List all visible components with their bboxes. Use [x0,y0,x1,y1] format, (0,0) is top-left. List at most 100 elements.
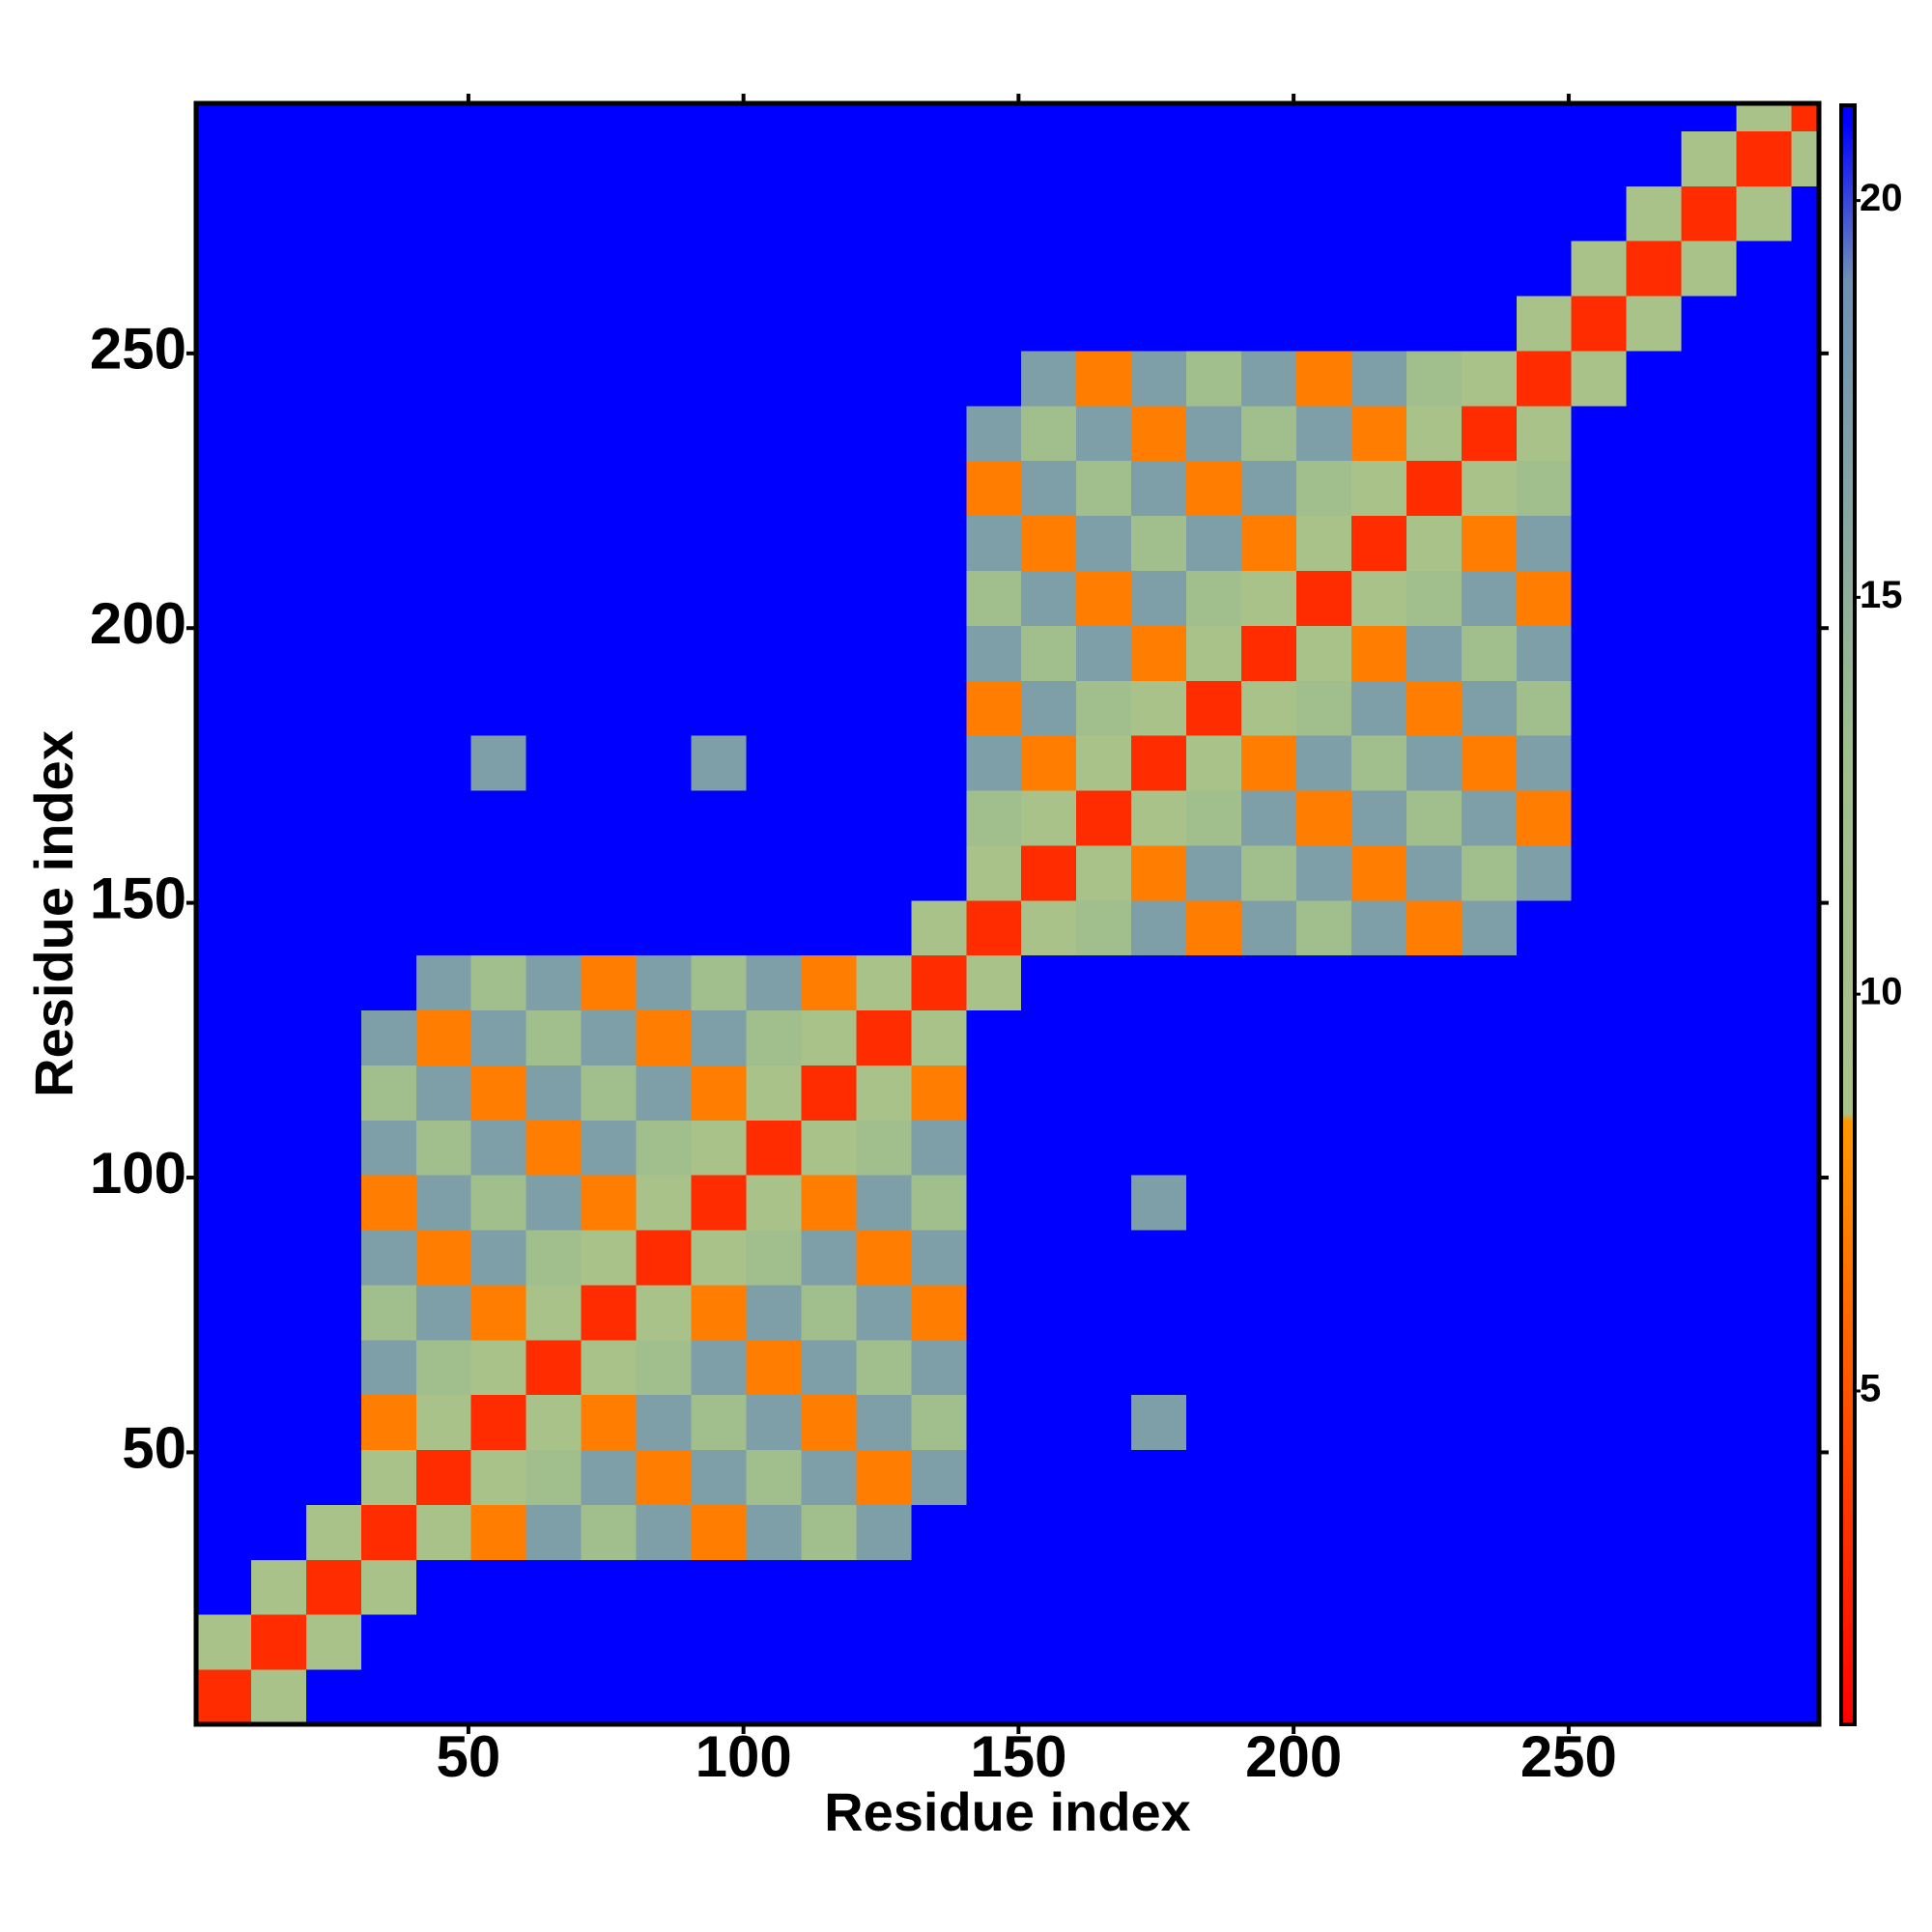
heatmap-cell [1076,1559,1132,1615]
heatmap-cell [1681,1230,1738,1286]
heatmap-cell [1681,1449,1738,1505]
heatmap-cell [196,844,252,901]
heatmap-cell [360,625,417,681]
heatmap-cell [1021,350,1077,407]
heatmap-cell [415,1614,472,1670]
heatmap-cell [856,1449,912,1505]
heatmap-cell [470,241,527,297]
heatmap-cell [911,460,967,517]
heatmap-cell [1571,1339,1628,1396]
heatmap-cell [415,1394,472,1451]
heatmap-cell [360,1230,417,1286]
heatmap-cell [526,790,582,846]
heatmap-cell [1571,1120,1628,1176]
heatmap-cell [250,350,307,407]
heatmap-cell [415,680,472,736]
heatmap-cell [1626,350,1683,407]
heatmap-cell [636,790,693,846]
heatmap-cell [1350,1394,1407,1451]
heatmap-cell [691,1669,747,1725]
heatmap-cell [1295,1394,1352,1451]
heatmap-cell [691,405,747,462]
heatmap-cell [1571,790,1628,846]
heatmap-cell [746,460,802,517]
heatmap-cell [856,680,912,736]
heatmap-cell [415,103,472,131]
heatmap-cell [1076,954,1132,1011]
heatmap-cell [636,1284,693,1341]
heatmap-cell [1295,899,1352,956]
heatmap-cell [1295,185,1352,242]
heatmap-cell [911,1284,967,1341]
heatmap-cell [746,185,802,242]
heatmap-cell [746,1339,802,1396]
heatmap-cell [526,1339,582,1396]
heatmap-cell [1076,296,1132,352]
heatmap-cell [911,790,967,846]
heatmap-cell [581,1065,638,1121]
x-tick-label: 100 [696,1724,792,1789]
heatmap-cell [1461,350,1518,407]
heatmap-cell [415,1009,472,1065]
heatmap-cell [1406,1339,1463,1396]
heatmap-cell [1076,1669,1132,1725]
heatmap-cell [1406,1120,1463,1176]
heatmap-cell [746,1230,802,1286]
heatmap-cell [1076,241,1132,297]
heatmap-cell [305,570,362,626]
heatmap-cell [250,1394,307,1451]
heatmap-cell [636,515,693,571]
heatmap-cell [196,790,252,846]
heatmap-cell [1736,515,1793,571]
heatmap-cell [1350,625,1407,681]
heatmap-cell [305,515,362,571]
heatmap-cell [360,1065,417,1121]
heatmap-cell [470,1284,527,1341]
heatmap-cell [1295,130,1352,186]
heatmap-cell [1406,515,1463,571]
heatmap-cell [856,954,912,1011]
heatmap-cell [636,1230,693,1286]
heatmap-cell [1736,1394,1793,1451]
heatmap-cell [1350,1009,1407,1065]
heatmap-cell [1186,1175,1242,1231]
heatmap-cell [1241,241,1297,297]
heatmap-cell [1021,735,1077,791]
plot-frame [193,100,1822,1727]
heatmap-cell [966,130,1022,186]
heatmap-cell [801,680,857,736]
heatmap-cell [1681,241,1738,297]
heatmap-cell [1406,899,1463,956]
heatmap-cell [1241,1669,1297,1725]
heatmap-cell [1021,1504,1077,1560]
heatmap-cell [1076,515,1132,571]
heatmap-cell [1626,680,1683,736]
heatmap-cell [526,1284,582,1341]
heatmap-cell [1131,241,1187,297]
heatmap-cell [250,1065,307,1121]
heatmap-cell [856,185,912,242]
heatmap-cell [1461,1175,1518,1231]
heatmap-cell [746,954,802,1011]
heatmap-cell [1626,460,1683,517]
heatmap-cell [856,515,912,571]
heatmap-cell [1021,899,1077,956]
heatmap-cell [196,1669,252,1725]
heatmap-cell [801,1065,857,1121]
heatmap-cell [1295,735,1352,791]
heatmap-cell [856,735,912,791]
heatmap-cell [581,899,638,956]
heatmap-cell [1295,296,1352,352]
heatmap-cell [470,1339,527,1396]
heatmap-cell [196,1449,252,1505]
heatmap-cell [1350,899,1407,956]
heatmap-cell [1131,515,1187,571]
heatmap-cell [250,515,307,571]
heatmap-cell [1186,185,1242,242]
heatmap-cell [1350,1230,1407,1286]
heatmap-cell [911,1175,967,1231]
heatmap-cell [470,1504,527,1560]
heatmap-cell [196,899,252,956]
heatmap-cell [526,1559,582,1615]
heatmap-cell [1131,1394,1187,1451]
